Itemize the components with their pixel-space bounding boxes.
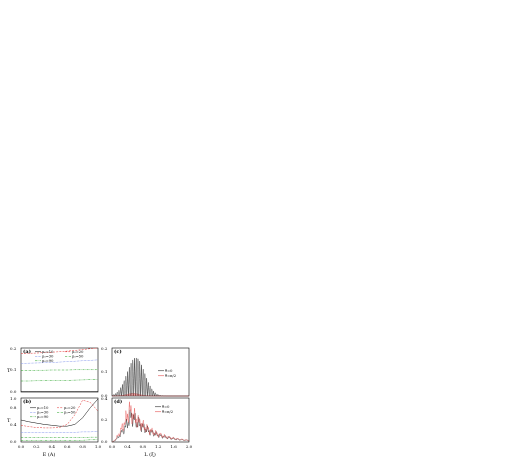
panel-c-series [111, 357, 189, 397]
panel-d-ytick: 0.4 [101, 396, 108, 401]
panel-d: (d) 0.4 0.2 0.0 0.0 0.4 0.8 1.2 1.6 2.0 L (ξ)… [101, 396, 193, 458]
x-tick-label: 0.0 [109, 444, 116, 449]
x-tick-label: 0.2 [33, 444, 40, 449]
panel-c-ytick: 0.0 [101, 393, 108, 398]
legend-label: μ₀=10 [42, 350, 54, 354]
series-line-1 [20, 399, 99, 429]
legend-label: μ₀=90 [37, 415, 49, 419]
x-tick-label: 0.8 [79, 444, 86, 449]
series-line-1 [112, 392, 189, 397]
panel-a-ylabel: T [7, 368, 11, 374]
legend-label: μ₀=30 [37, 411, 49, 415]
panel-d-legend: θ=0θ=π/2 [155, 405, 173, 414]
panel-d-ytick: 0.0 [101, 439, 108, 444]
panel-a-ytick: 0.2 [10, 346, 17, 351]
legend-label: μ₀=10 [37, 406, 49, 410]
panel-a-ytick: 0.1 [10, 367, 16, 372]
legend-label: θ=0 [165, 369, 173, 373]
panel-b-legend: μ₀=10 μ₀=20 μ₀=30 μ₀=50 μ₀=90 [30, 406, 76, 419]
panel-c-label: (c) [114, 348, 122, 355]
x-tick-label: 0.6 [64, 444, 71, 449]
x-tick-label: 0.8 [140, 444, 147, 449]
panel-b-series [20, 398, 99, 441]
legend-label: μ₀=30 [42, 355, 54, 359]
panel-a-series [20, 347, 99, 392]
panel-a-legend: μ₀=10 μ₀=20 μ₀=30 μ₀=50 μ₀=90 [35, 350, 84, 363]
series-line-2 [20, 359, 99, 364]
x-tick-label: 2.0 [186, 444, 193, 449]
panel-b: (b) T 1.0 0.8 0.4 0.0 0.0 0.2 0.4 0.6 0.8 1.0… [7, 396, 102, 458]
legend-label: θ=π/2 [162, 410, 173, 414]
panel-b-ytick: 0.0 [10, 439, 17, 444]
x-tick-label: 0.4 [49, 444, 56, 449]
panel-a-label: (a) [23, 348, 31, 355]
series-line-2 [20, 431, 99, 434]
legend-label: μ₀=50 [64, 411, 76, 415]
panel-d-xticks: 0.0 0.4 0.8 1.2 1.6 2.0 [109, 444, 193, 449]
panel-b-frame [20, 397, 99, 443]
series-line-0 [111, 409, 190, 443]
x-tick-label: 1.2 [155, 444, 162, 449]
panel-d-frame [111, 397, 190, 443]
panel-c: (c) 0.2 0.1 0.0 θ=0θ=π/2 [101, 346, 190, 398]
panel-d-ytick: 0.2 [101, 417, 108, 422]
legend-label: μ₀=90 [42, 359, 54, 363]
x-tick-label: 1.0 [95, 444, 102, 449]
series-line-1 [20, 347, 99, 354]
legend-label: θ=0 [162, 405, 170, 409]
x-tick-label: 1.6 [170, 444, 177, 449]
x-tick-label: 0.4 [124, 444, 131, 449]
panel-b-label: (b) [23, 398, 31, 405]
x-tick-label: 0.0 [18, 444, 25, 449]
panel-c-ytick: 0.2 [101, 346, 108, 351]
panel-c-ytick: 0.1 [101, 369, 107, 374]
series-line-4 [21, 378, 99, 382]
legend-label: μ₀=20 [64, 406, 76, 410]
series-line-0 [111, 357, 189, 397]
legend-label: μ₀=50 [72, 355, 84, 359]
panel-a-ytick: 0.0 [10, 389, 17, 394]
panel-b-xlabel: E (A) [43, 451, 56, 458]
series-line-1 [111, 401, 190, 443]
series-line-0 [20, 398, 99, 427]
panel-b-ytick: 1.0 [10, 396, 17, 401]
panel-b-ytick: 0.8 [10, 405, 17, 410]
panel-d-label: (d) [114, 398, 122, 405]
legend-label: θ=π/2 [165, 374, 176, 378]
series-line-3 [21, 369, 98, 371]
panel-d-xlabel: L (ξ) [144, 451, 156, 458]
panel-c-legend: θ=0θ=π/2 [158, 369, 176, 378]
legend-label: μ₀=20 [72, 350, 84, 354]
panel-b-ytick: 0.4 [10, 422, 17, 427]
panel-b-ylabel: T [7, 418, 11, 424]
panel-b-xticks: 0.0 0.2 0.4 0.6 0.8 1.0 [18, 444, 102, 449]
panel-d-series [111, 401, 190, 443]
